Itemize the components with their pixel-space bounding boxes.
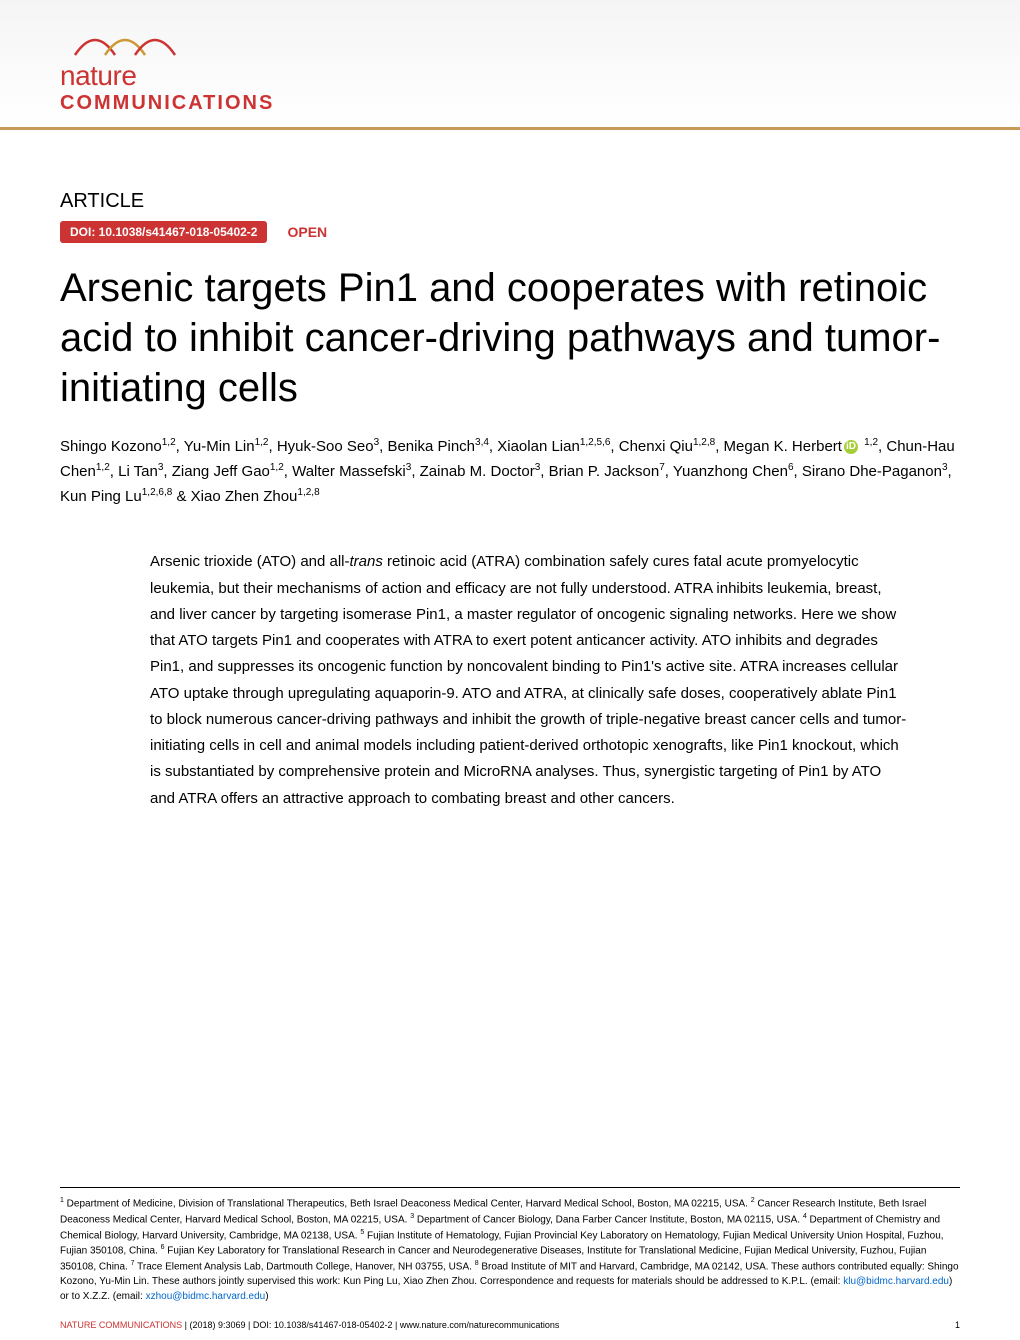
abstract-text: Arsenic trioxide (ATO) and all-trans ret… [150,549,910,812]
doi-row: DOI: 10.1038/s41467-018-05402-2 OPEN [60,221,960,243]
journal-logo: nature COMMUNICATIONS [60,20,960,115]
page-footer: NATURE COMMUNICATIONS | (2018) 9:3069 | … [60,1320,960,1330]
article-title: Arsenic targets Pin1 and cooperates with… [60,263,960,413]
logo-swoosh-icon [70,20,190,60]
page-number: 1 [955,1320,960,1330]
journal-banner: nature COMMUNICATIONS [0,0,1020,130]
journal-name-line2: COMMUNICATIONS [60,92,274,115]
footer-citation-text: | (2018) 9:3069 | DOI: 10.1038/s41467-01… [182,1320,559,1330]
article-type-label: ARTICLE [60,190,960,213]
open-access-badge: OPEN [287,224,327,240]
footer-journal-name: NATURE COMMUNICATIONS [60,1320,182,1330]
affiliations-block: 1 Department of Medicine, Division of Tr… [60,1187,960,1304]
article-content: ARTICLE DOI: 10.1038/s41467-018-05402-2 … [0,130,1020,812]
doi-badge: DOI: 10.1038/s41467-018-05402-2 [60,221,267,243]
author-list: Shingo Kozono1,2, Yu-Min Lin1,2, Hyuk-So… [60,435,960,509]
footer-citation: NATURE COMMUNICATIONS | (2018) 9:3069 | … [60,1320,559,1330]
journal-name-line1: nature [60,60,136,92]
